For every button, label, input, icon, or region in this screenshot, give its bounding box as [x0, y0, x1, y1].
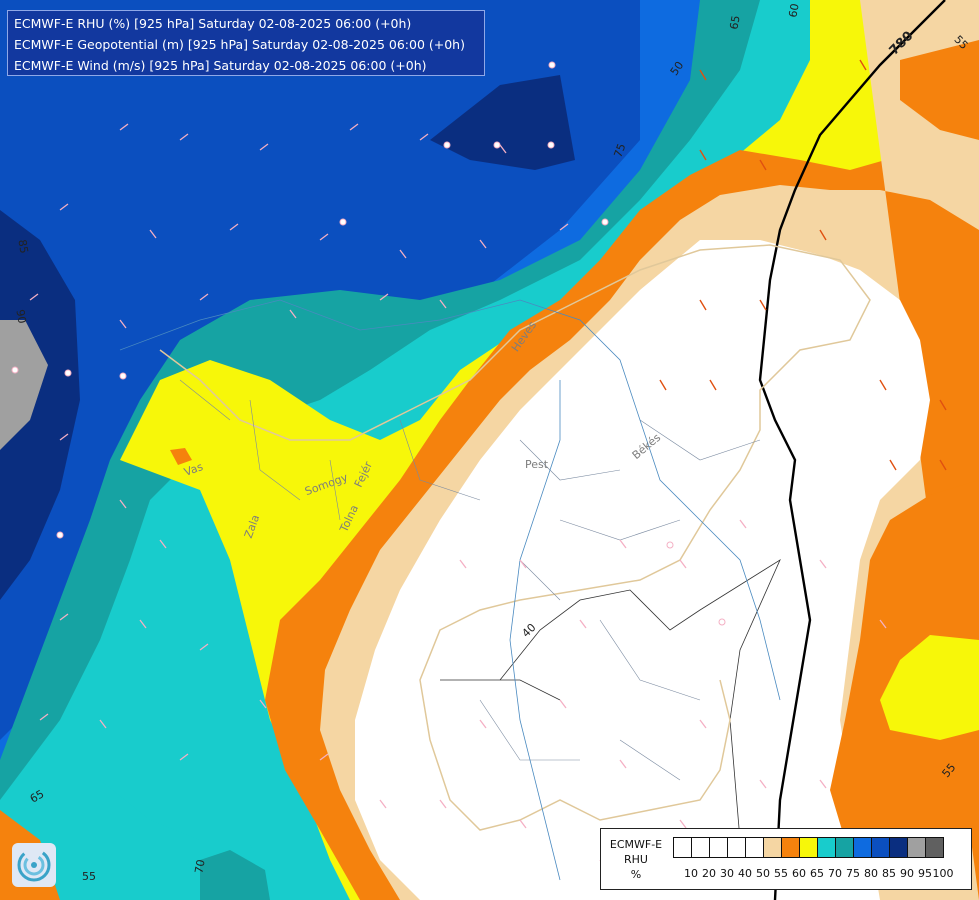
legend-swatch [763, 837, 782, 858]
legend-tick-label: 30 [720, 867, 734, 880]
legend-tick-label: 55 [774, 867, 788, 880]
country-border [159, 244, 871, 831]
geopotential-contour [758, 0, 946, 900]
contour-label-70-south: 70 [192, 858, 208, 875]
legend-tick-label: 95 [918, 867, 932, 880]
legend-tick-label: 50 [756, 867, 770, 880]
legend-swatch [745, 837, 764, 858]
legend-swatch [817, 837, 836, 858]
legend-swatch [673, 837, 692, 858]
legend-swatch [727, 837, 746, 858]
legend-tick-label: 70 [828, 867, 842, 880]
contour-label-65-north: 65 [727, 14, 743, 31]
legend-tick-label: 40 [738, 867, 752, 880]
legend-swatch [691, 837, 710, 858]
contour-label-60-north: 60 [786, 2, 802, 19]
legend-tick-label: 60 [792, 867, 806, 880]
legend-swatch [835, 837, 854, 858]
rh-contour-line [499, 558, 781, 841]
rh-90-pocket-north [430, 75, 575, 170]
legend-title-line3: % [630, 868, 642, 881]
legend-swatch [925, 837, 944, 858]
legend-swatch [907, 837, 926, 858]
legend-tick-label: 90 [900, 867, 914, 880]
legend-tick-label: 75 [846, 867, 860, 880]
rh-contour-line-2 [440, 679, 561, 701]
contour-label-90: 90 [13, 308, 29, 325]
legend-title-line1: ECMWF-E [609, 838, 663, 851]
rh-95-pocket-west [0, 320, 48, 450]
contour-label-55-south: 55 [82, 870, 96, 883]
rh-below-50-area [355, 240, 930, 900]
wind-barbs-strong [659, 59, 947, 471]
ecmwf-swirl-logo-icon [12, 843, 56, 887]
wind-station-markers [11, 61, 726, 626]
rh-60-spot [170, 448, 192, 465]
legend-tick-label: 20 [702, 867, 716, 880]
title-geopotential: ECMWF-E Geopotential (m) [925 hPa] Satur… [14, 37, 465, 52]
rh-75-southwest [200, 850, 270, 900]
legend-swatch [889, 837, 908, 858]
legend-tick-label: 85 [882, 867, 896, 880]
legend-tick-labels: 10 20 30 40 50 55 60 65 70 75 80 85 90 95 100 [673, 867, 973, 881]
legend-title: ECMWF-E RHU % [605, 837, 667, 882]
region-label-pest: Pest [525, 458, 549, 471]
color-legend: ECMWF-E RHU % 10 20 30 40 50 55 60 65 70 75 80 85 90… [600, 828, 972, 890]
logo-swirl-graphic [17, 848, 51, 882]
legend-color-bar [673, 837, 944, 858]
legend-tick-label: 65 [810, 867, 824, 880]
legend-swatch [781, 837, 800, 858]
rh-65-east-pocket [880, 635, 979, 740]
title-wind: ECMWF-E Wind (m/s) [925 hPa] Saturday 02… [14, 58, 427, 73]
contour-label-85: 85 [15, 238, 31, 255]
legend-title-line2: RHU [624, 853, 648, 866]
rh-90-pocket-west [0, 210, 80, 600]
rh-60-northeast [900, 40, 979, 140]
legend-tick-label: 10 [684, 867, 698, 880]
title-rhu: ECMWF-E RHU (%) [925 hPa] Saturday 02-08… [14, 16, 412, 31]
river-2 [509, 380, 561, 881]
legend-tick-label: 100 [932, 867, 954, 880]
river [119, 299, 781, 701]
legend-swatch [799, 837, 818, 858]
legend-swatch [709, 837, 728, 858]
map-title-box: ECMWF-E RHU (%) [925 hPa] Saturday 02-08… [7, 10, 485, 76]
legend-swatch [853, 837, 872, 858]
legend-tick-label: 80 [864, 867, 878, 880]
legend-swatch [871, 837, 890, 858]
